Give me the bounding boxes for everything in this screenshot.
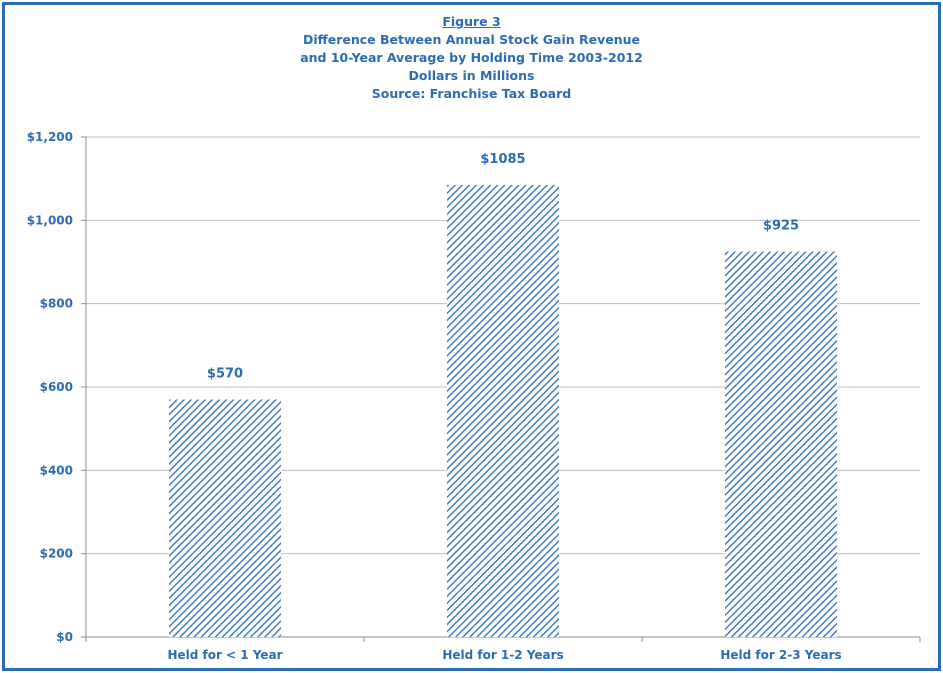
y-tick-label: $200 — [40, 547, 73, 561]
y-tick-label: $1,000 — [27, 213, 73, 227]
chart-title-block: Figure 3 Difference Between Annual Stock… — [5, 13, 938, 103]
bar — [447, 184, 559, 637]
y-tick-label: $400 — [40, 463, 73, 477]
y-tick: $800 — [40, 297, 86, 311]
x-category: Held for 1-2 Years — [442, 648, 563, 662]
chart-source: Source: Franchise Tax Board — [371, 86, 572, 101]
x-category-label: Held for 2-3 Years — [720, 648, 841, 662]
bar — [725, 251, 837, 638]
figure-label: Figure 3 — [442, 14, 501, 29]
bar — [169, 399, 281, 637]
y-tick: $1,000 — [27, 213, 86, 227]
y-tick: $1,200 — [27, 130, 86, 144]
data-label: $570 — [207, 367, 243, 382]
x-category: Held for < 1 Year — [167, 648, 282, 662]
y-tick-label: $0 — [56, 630, 73, 644]
axes: $0 $200 $400 $600 $800 $1,000 $1,200 Held for <… — [27, 130, 921, 662]
y-tick-label: $800 — [40, 297, 73, 311]
x-category-label: Held for < 1 Year — [167, 648, 282, 662]
data-label: $1085 — [480, 152, 525, 167]
y-tick-label: $1,200 — [27, 130, 73, 144]
chart-units: Dollars in Millions — [408, 68, 535, 83]
x-category-label: Held for 1-2 Years — [442, 648, 563, 662]
y-tick: $600 — [40, 380, 86, 394]
chart-title-line-1: Difference Between Annual Stock Gain Rev… — [302, 32, 641, 47]
bars — [169, 184, 837, 638]
y-tick: $0 — [56, 630, 86, 644]
data-label: $925 — [763, 219, 799, 234]
chart-title-line-2: and 10-Year Average by Holding Time 2003… — [300, 50, 643, 65]
data-labels: $570 $1085 $925 — [207, 152, 799, 382]
y-tick: $400 — [40, 463, 86, 477]
x-category: Held for 2-3 Years — [720, 648, 841, 662]
y-tick-label: $600 — [40, 380, 73, 394]
y-tick: $200 — [40, 547, 86, 561]
bar-chart: $0 $200 $400 $600 $800 $1,000 $1,200 Held for <… — [27, 130, 921, 662]
